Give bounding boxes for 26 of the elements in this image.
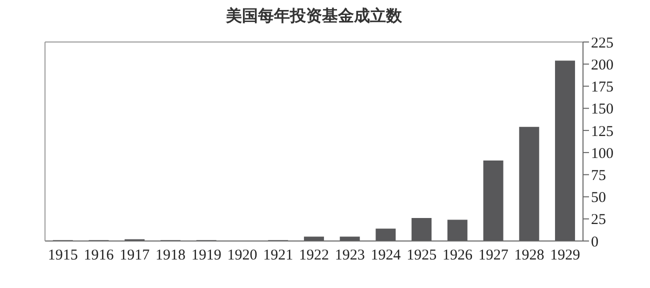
x-tick-label: 1927 — [478, 248, 509, 264]
x-tick-label: 1915 — [48, 248, 78, 264]
x-tick-label: 1924 — [370, 248, 402, 264]
x-tick-label: 1918 — [156, 248, 186, 264]
x-tick-label: 1929 — [550, 248, 580, 264]
y-tick-label: 150 — [591, 102, 614, 118]
y-tick-label: 225 — [591, 35, 614, 52]
x-tick-label: 1920 — [227, 248, 258, 264]
y-tick-label: 175 — [591, 80, 614, 96]
x-tick-label: 1923 — [334, 248, 365, 264]
y-tick-label: 25 — [591, 212, 606, 228]
y-tick-label: 200 — [591, 57, 614, 74]
x-tick-label: 1925 — [406, 248, 437, 264]
x-tick-label: 1922 — [299, 248, 329, 264]
x-tick-label: 1917 — [120, 248, 150, 264]
y-tick-label: 75 — [591, 168, 606, 184]
y-tick-label: 50 — [591, 190, 606, 206]
x-tick-label: 1928 — [514, 248, 544, 264]
y-tick-label: 125 — [591, 124, 614, 140]
x-tick-label: 1921 — [263, 248, 294, 264]
x-tick-label: 1926 — [442, 248, 473, 264]
y-tick-label: 100 — [591, 146, 614, 162]
y-tick-label: 0 — [591, 234, 598, 250]
chart-title: 美国每年投资基金成立数 — [224, 6, 403, 27]
x-tick-label: 1916 — [84, 248, 114, 264]
x-tick-label: 1919 — [191, 248, 222, 264]
